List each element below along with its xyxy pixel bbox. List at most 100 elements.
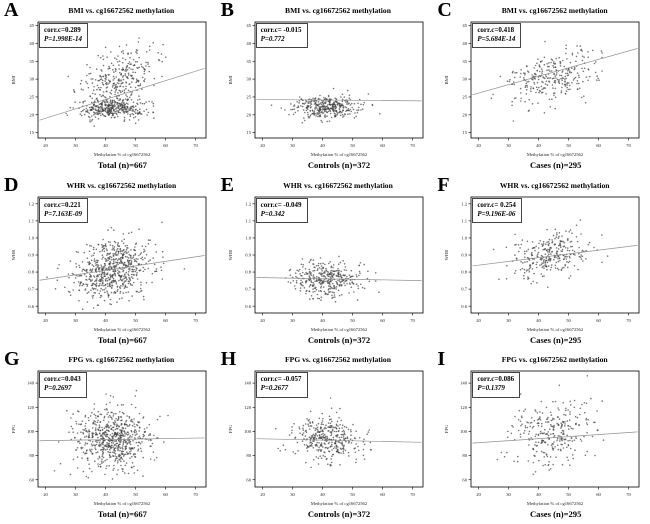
svg-text:0.6: 0.6 (462, 303, 468, 308)
axes: 20 30 40 50 60 70 0.6 0.7 0.8 0.9 1.0 1.1 1.2 (245, 196, 424, 323)
svg-text:120: 120 (460, 405, 468, 410)
axes: 20 30 40 50 60 70 0.6 0.7 0.8 0.9 1.0 1.1 1.2 (462, 196, 640, 323)
x-axis-label: Methylation % of cg16672562 (94, 152, 151, 157)
plot-title: WHR vs. cg16672562 methylation (499, 180, 610, 190)
y-axis-label: WHR (11, 248, 16, 260)
svg-text:30: 30 (463, 77, 468, 82)
plot-title: BMI vs. cg16672562 methylation (68, 6, 175, 15)
p-value: P=0.1379 (477, 384, 505, 393)
svg-text:1.1: 1.1 (462, 218, 468, 223)
panel-letter: C (437, 0, 452, 21)
svg-text:40: 40 (463, 41, 468, 46)
data-points (493, 218, 609, 288)
correlation-value: corr.c= 0.254 (477, 200, 516, 209)
y-axis-label: FPG (228, 424, 233, 433)
axes: 20 30 40 50 60 70 60 80 100 120 140 (460, 370, 640, 497)
scatter-plot: 20 30 40 50 60 70 0.6 0.7 0.8 0.9 1.0 1.1 1.2 WHR Meth… (11, 196, 207, 332)
svg-text:25: 25 (29, 95, 34, 100)
trend-line (472, 244, 638, 266)
svg-text:40: 40 (103, 492, 108, 497)
svg-text:0.8: 0.8 (28, 269, 34, 274)
stats-box: corr.c=0.289 P=1.998E-14 (39, 23, 89, 49)
x-axis-label: Methylation % of cg16672562 (527, 501, 584, 506)
svg-text:50: 50 (133, 143, 138, 148)
svg-text:35: 35 (463, 59, 468, 64)
scatter-plot: 20 30 40 50 60 70 15 20 25 30 35 40 45 BMI Methylation… (444, 21, 640, 157)
svg-text:80: 80 (246, 454, 251, 459)
plot-title: WHR vs. cg16672562 methylation (66, 180, 177, 190)
svg-text:20: 20 (43, 492, 48, 497)
svg-text:60: 60 (29, 478, 34, 483)
svg-text:50: 50 (567, 492, 572, 497)
svg-text:20: 20 (260, 492, 265, 497)
svg-text:0.7: 0.7 (28, 286, 34, 291)
svg-text:40: 40 (320, 318, 325, 323)
svg-text:0.6: 0.6 (28, 303, 34, 308)
svg-text:60: 60 (597, 492, 602, 497)
panel-f: F WHR vs. cg16672562 methylation corr.c=… (433, 174, 650, 350)
svg-text:25: 25 (246, 95, 251, 100)
panel-letter: D (4, 173, 19, 196)
svg-text:20: 20 (246, 112, 251, 117)
svg-text:0.9: 0.9 (462, 252, 468, 257)
plot-title: FPG vs. cg16672562 methylation (285, 355, 391, 365)
p-value: P=0.2697 (44, 384, 72, 393)
svg-text:30: 30 (73, 143, 78, 148)
svg-text:40: 40 (537, 318, 542, 323)
plot-title: BMI vs. cg16672562 methylation (501, 6, 608, 15)
svg-text:140: 140 (460, 381, 468, 386)
stats-box: corr.c=0.221 P=7.163E-09 (39, 197, 89, 223)
panel-letter: I (437, 348, 446, 371)
svg-text:30: 30 (29, 77, 34, 82)
scatter-plot: 20 30 40 50 60 70 0.6 0.7 0.8 0.9 1.0 1.1 1.2 WHR Meth… (444, 196, 640, 332)
trend-line (256, 99, 422, 102)
panel-letter: A (4, 0, 19, 21)
svg-text:60: 60 (246, 478, 251, 483)
correlation-value: corr.c=0.289 (44, 26, 81, 34)
p-value: P=1.998E-14 (44, 35, 83, 44)
svg-text:30: 30 (507, 143, 512, 148)
group-label: Controls (n)=372 (307, 509, 371, 520)
svg-text:30: 30 (507, 318, 512, 323)
trend-line (256, 438, 422, 443)
svg-text:20: 20 (29, 112, 34, 117)
stats-box: corr.c= -0.057 P=0.2677 (255, 372, 308, 398)
svg-text:30: 30 (507, 492, 512, 497)
svg-text:30: 30 (290, 318, 295, 323)
correlation-value: corr.c=0.043 (44, 375, 81, 384)
data-points (53, 390, 169, 481)
panel-letter: E (220, 173, 234, 196)
trend-line (39, 437, 205, 442)
p-value: P=9.196E-06 (477, 209, 516, 218)
y-axis-label: FPG (444, 424, 449, 433)
p-value: P=5.684E-14 (477, 35, 516, 44)
trend-line (39, 254, 205, 281)
plot-title: WHR vs. cg16672562 methylation (283, 180, 393, 190)
svg-text:20: 20 (43, 143, 48, 148)
svg-text:15: 15 (463, 130, 468, 135)
panel-g: G FPG vs. cg16672562 methylation corr.c=… (0, 348, 217, 524)
y-axis-label: BMI (444, 75, 449, 84)
correlation-value: corr.c=0.086 (477, 375, 515, 384)
svg-text:40: 40 (320, 143, 325, 148)
correlation-value: corr.c= -0.057 (260, 375, 302, 384)
svg-text:70: 70 (193, 492, 198, 497)
svg-text:1.1: 1.1 (245, 218, 251, 223)
svg-text:40: 40 (537, 492, 542, 497)
svg-text:120: 120 (244, 405, 252, 410)
svg-text:40: 40 (103, 318, 108, 323)
scatter-plot: 20 30 40 50 60 70 60 80 100 120 140 FPG Methylation … (228, 370, 424, 506)
correlation-value: corr.c= -0.015 (260, 26, 302, 34)
svg-text:20: 20 (477, 492, 482, 497)
x-axis-label: Methylation % of cg16672562 (527, 327, 584, 332)
svg-text:0.6: 0.6 (245, 303, 251, 308)
svg-text:20: 20 (43, 318, 48, 323)
axes: 20 30 40 50 60 70 15 20 25 30 35 40 45 (463, 21, 640, 148)
group-label: Total (n)=667 (97, 334, 147, 345)
panel-letter: B (220, 0, 234, 21)
svg-text:120: 120 (27, 405, 35, 410)
correlation-value: corr.c=0.221 (44, 200, 81, 209)
group-label: Controls (n)=372 (307, 160, 371, 170)
p-value: P=7.163E-09 (44, 209, 83, 218)
